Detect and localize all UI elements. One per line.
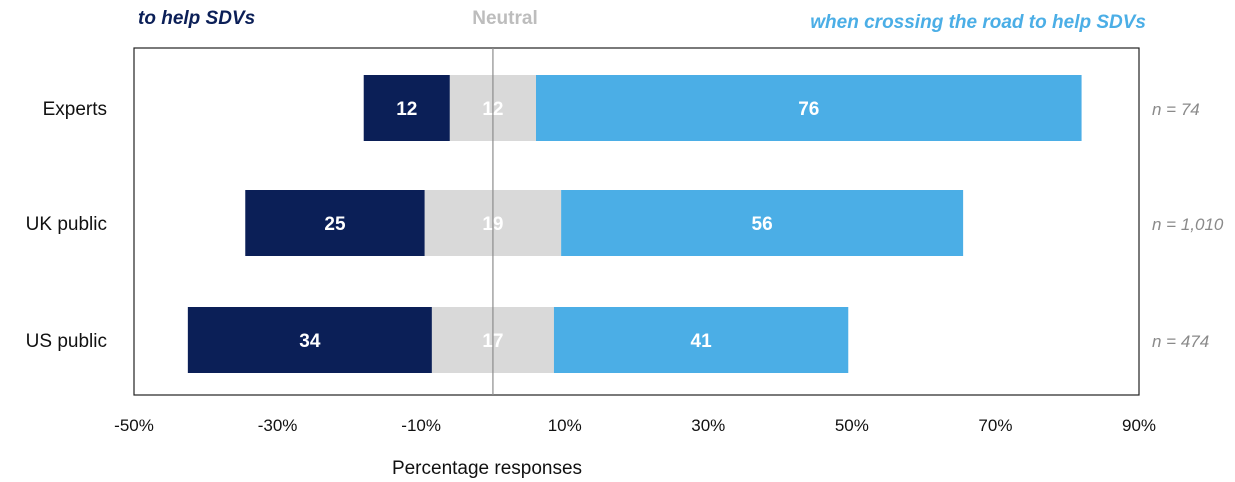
bar-positive (553, 307, 849, 373)
x-tick-label: 30% (691, 416, 725, 435)
sample-size-label: n = 74 (1152, 100, 1200, 119)
x-axis-label: Percentage responses (392, 458, 582, 479)
x-tick-label: -50% (114, 416, 154, 435)
sample-size-label: n = 474 (1152, 332, 1209, 351)
data-label-negative: 34 (299, 331, 321, 352)
x-axis-ticks: -50% -30% -10% 10% 30% 50% 70% 90% (114, 416, 1156, 435)
bar-positive (561, 190, 964, 256)
bar-positive (536, 75, 1082, 141)
bar-negative (363, 75, 450, 141)
x-tick-label: 90% (1122, 416, 1156, 435)
x-tick-label: 70% (978, 416, 1012, 435)
category-label: US public (26, 331, 107, 352)
category-label: UK public (26, 214, 107, 235)
x-tick-label: 10% (548, 416, 582, 435)
plot-frame (133, 47, 1140, 396)
data-label-positive: 41 (691, 331, 713, 352)
bars-layer (187, 75, 1082, 373)
x-tick-label: 50% (835, 416, 869, 435)
data-label-positive: 56 (752, 214, 773, 235)
sample-size-label: n = 1,010 (1152, 215, 1224, 234)
header-right: when crossing the road to help SDVs (810, 12, 1146, 33)
data-label-positive: 76 (798, 99, 819, 120)
header-left: to help SDVs (138, 8, 255, 29)
x-tick-label: -10% (401, 416, 441, 435)
header-neutral: Neutral (472, 8, 537, 29)
x-tick-label: -30% (258, 416, 298, 435)
data-label-negative: 25 (324, 214, 346, 235)
bar-negative (187, 307, 432, 373)
data-label-negative: 12 (396, 99, 417, 120)
category-label: Experts (43, 99, 107, 120)
bar-negative (245, 190, 425, 256)
